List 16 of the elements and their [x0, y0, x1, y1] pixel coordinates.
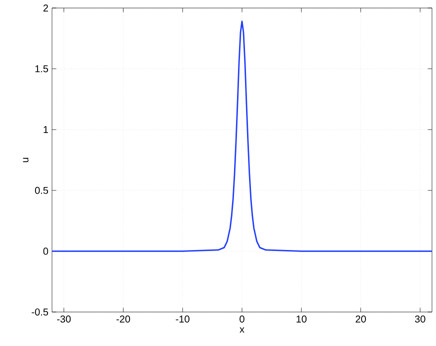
- x-tick-label: 30: [414, 316, 426, 323]
- x-tick-label: -30: [57, 316, 71, 323]
- y-tick-label: 0.5: [35, 186, 48, 194]
- y-tick-label: -0.5: [32, 308, 48, 316]
- x-axis-title: x: [240, 327, 244, 333]
- y-tick-label: 2: [43, 4, 48, 12]
- y-tick-label: 1: [44, 126, 48, 134]
- x-tick-label: 20: [356, 316, 366, 323]
- x-tick-label: 0: [240, 316, 244, 323]
- y-axis-title: u: [23, 158, 28, 162]
- y-tick-label: 1.5: [35, 65, 48, 72]
- x-tick-label: 10: [296, 316, 307, 323]
- x-tick-label: -20: [116, 316, 130, 323]
- y-tick-label: 0: [43, 248, 48, 255]
- x-tick-label: -10: [176, 316, 190, 323]
- line-series: [52, 20, 432, 252]
